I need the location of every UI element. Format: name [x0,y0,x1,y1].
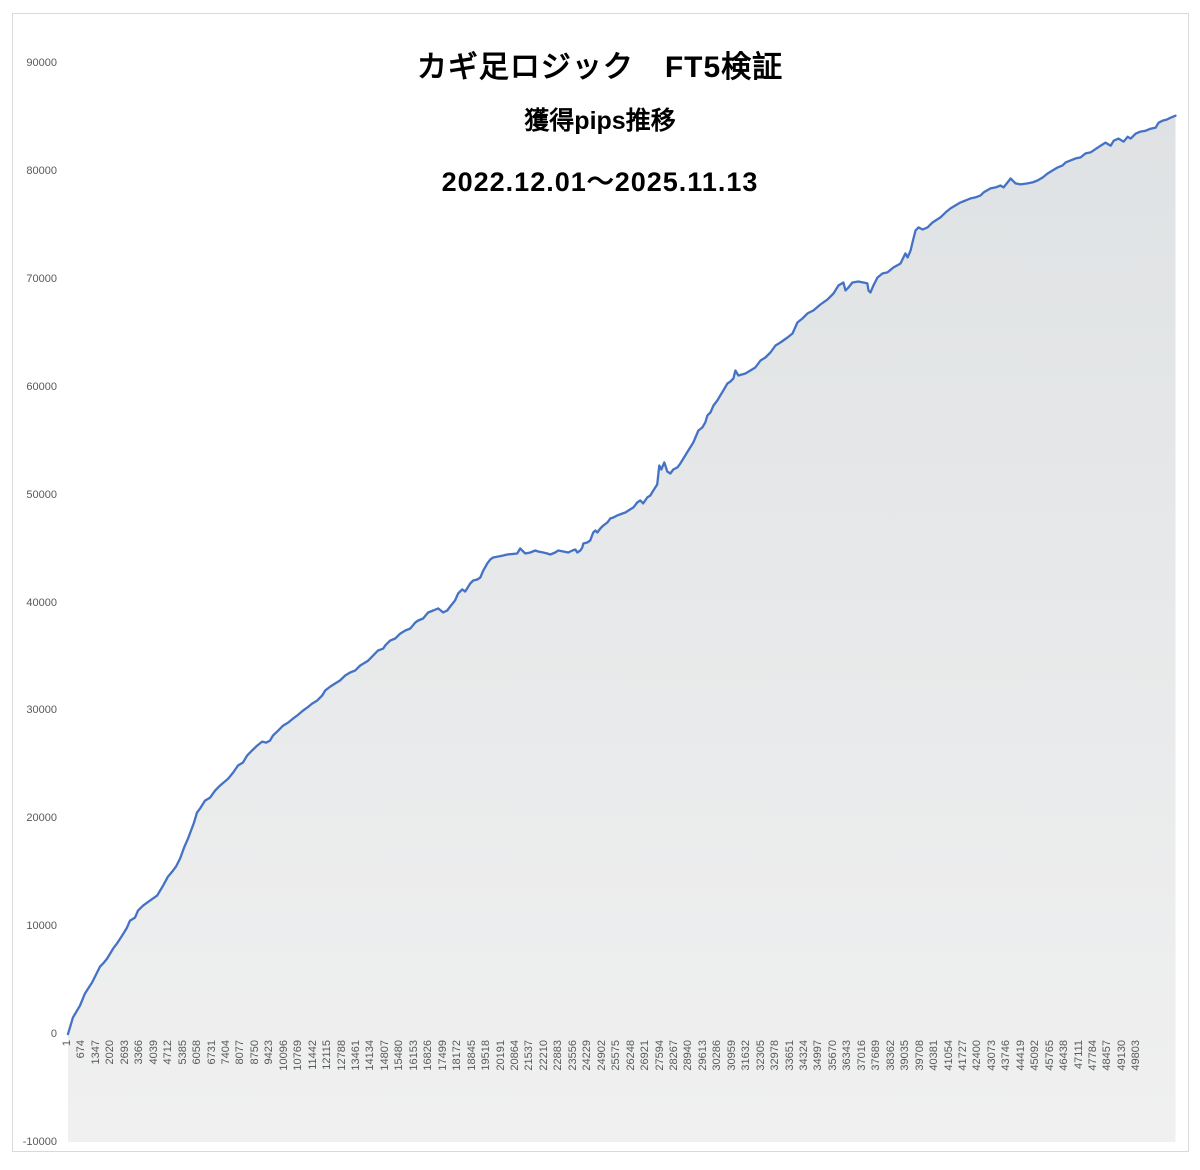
x-axis-label: 1347 [89,1040,102,1065]
x-axis-label: 11442 [306,1040,319,1070]
x-axis-label: 37689 [870,1040,883,1071]
x-axis-label: 40381 [928,1040,941,1071]
x-axis-label: 6058 [191,1040,204,1065]
chart-period: 2022.12.01～2025.11.13 [441,167,759,197]
x-axis-label: 24229 [581,1040,594,1071]
x-axis-label: 30286 [711,1040,724,1071]
x-axis-label: 32978 [769,1040,782,1071]
x-axis-label: 2020 [104,1040,117,1065]
x-axis-label: 6731 [205,1040,218,1065]
area-fill [68,115,1176,1143]
x-axis-label: 14134 [364,1040,377,1071]
x-axis-label: 15480 [393,1040,406,1071]
chart-title: カギ足ロジック FT5検証 [416,51,784,84]
x-axis-label: 38362 [884,1040,897,1071]
x-axis-label: 17499 [436,1040,449,1071]
x-axis-label: 24902 [595,1040,608,1071]
x-axis-label: 26921 [639,1040,652,1071]
x-axis-label: 30959 [725,1040,738,1071]
x-axis-label: 45765 [1043,1040,1056,1071]
x-axis-label: 34324 [798,1040,810,1071]
x-axis-label: 19518 [480,1040,493,1071]
y-axis-label: 10000 [26,920,57,933]
x-axis-label: 1 [61,1040,73,1047]
x-axis-label: 25575 [610,1040,623,1071]
x-axis-label: 49130 [1115,1040,1128,1071]
x-axis-label: 45092 [1029,1040,1042,1071]
x-axis-label: 27594 [653,1040,666,1071]
x-axis-label: 28940 [682,1040,695,1071]
x-axis-label: 41727 [956,1040,969,1071]
y-axis-label: 40000 [26,596,57,609]
x-axis-label: 41054 [942,1040,955,1071]
x-axis-label: 46438 [1058,1040,1071,1071]
x-axis-label: 23556 [566,1040,579,1071]
x-axis-label: 20191 [494,1040,507,1071]
x-axis-label: 16826 [422,1040,435,1071]
x-axis-label: 10096 [277,1040,290,1071]
x-axis-label: 28267 [667,1040,680,1071]
x-axis-label: 43746 [1000,1040,1013,1071]
y-axis-label: 60000 [26,380,57,393]
x-axis-label: 31632 [740,1040,753,1071]
x-axis-label: 10769 [292,1040,305,1071]
y-axis-label: 50000 [26,488,57,501]
y-axis-label: 90000 [26,57,57,69]
chart-subtitle: 獲得pips推移 [524,107,676,135]
x-axis-label: 44419 [1014,1040,1027,1071]
x-axis-label: 43073 [985,1040,998,1071]
x-axis-label: 8750 [248,1040,261,1065]
x-axis-label: 18845 [465,1040,478,1071]
x-axis-label: 47784 [1087,1040,1100,1071]
x-axis-label: 39708 [913,1040,926,1071]
y-axis-label: 70000 [26,272,57,285]
x-axis-label: 42400 [971,1040,984,1071]
y-axis-label: 30000 [26,704,57,717]
x-axis-label: 12115 [321,1040,334,1070]
x-axis-label: 22210 [537,1040,550,1071]
x-axis-label: 16153 [407,1040,420,1071]
x-axis-label: 18172 [451,1040,464,1071]
x-axis-label: 35670 [826,1040,839,1071]
x-axis-label: 9423 [263,1040,276,1065]
x-axis-label: 20864 [508,1040,521,1071]
x-axis-label: 3366 [133,1040,146,1065]
x-axis-label: 13461 [350,1040,363,1071]
x-axis-label: 37016 [855,1040,868,1071]
x-axis-label: 4712 [162,1040,175,1065]
y-axis-label: 20000 [26,812,57,825]
x-axis-label: 7404 [219,1040,232,1065]
x-axis-label: 32305 [754,1040,767,1071]
x-axis-label: 22883 [552,1040,565,1071]
x-axis-label: 48457 [1101,1040,1114,1071]
x-axis-label: 4039 [147,1040,160,1065]
y-axis-label: -10000 [22,1136,57,1148]
y-axis-label: 0 [50,1028,57,1041]
x-axis-label: 36343 [841,1040,854,1071]
x-axis-label: 21537 [523,1040,536,1071]
x-axis-label: 34997 [812,1040,825,1071]
x-axis-label: 12788 [335,1040,348,1071]
x-axis-label: 49803 [1130,1040,1143,1071]
x-axis-label: 14807 [378,1040,391,1071]
pips-line [66,114,1177,1036]
x-axis-label: 29613 [696,1040,709,1071]
x-axis-label: 39035 [899,1040,912,1071]
y-axis-label: 80000 [26,164,57,177]
x-axis-label: 26248 [624,1040,637,1071]
x-axis-label: 5385 [176,1040,189,1065]
x-axis-label: 2693 [118,1040,131,1065]
x-axis-label: 47111 [1072,1040,1085,1069]
x-axis-label: 8077 [234,1040,247,1065]
x-axis-label: 33651 [783,1040,796,1071]
x-axis-label: 674 [75,1040,88,1059]
